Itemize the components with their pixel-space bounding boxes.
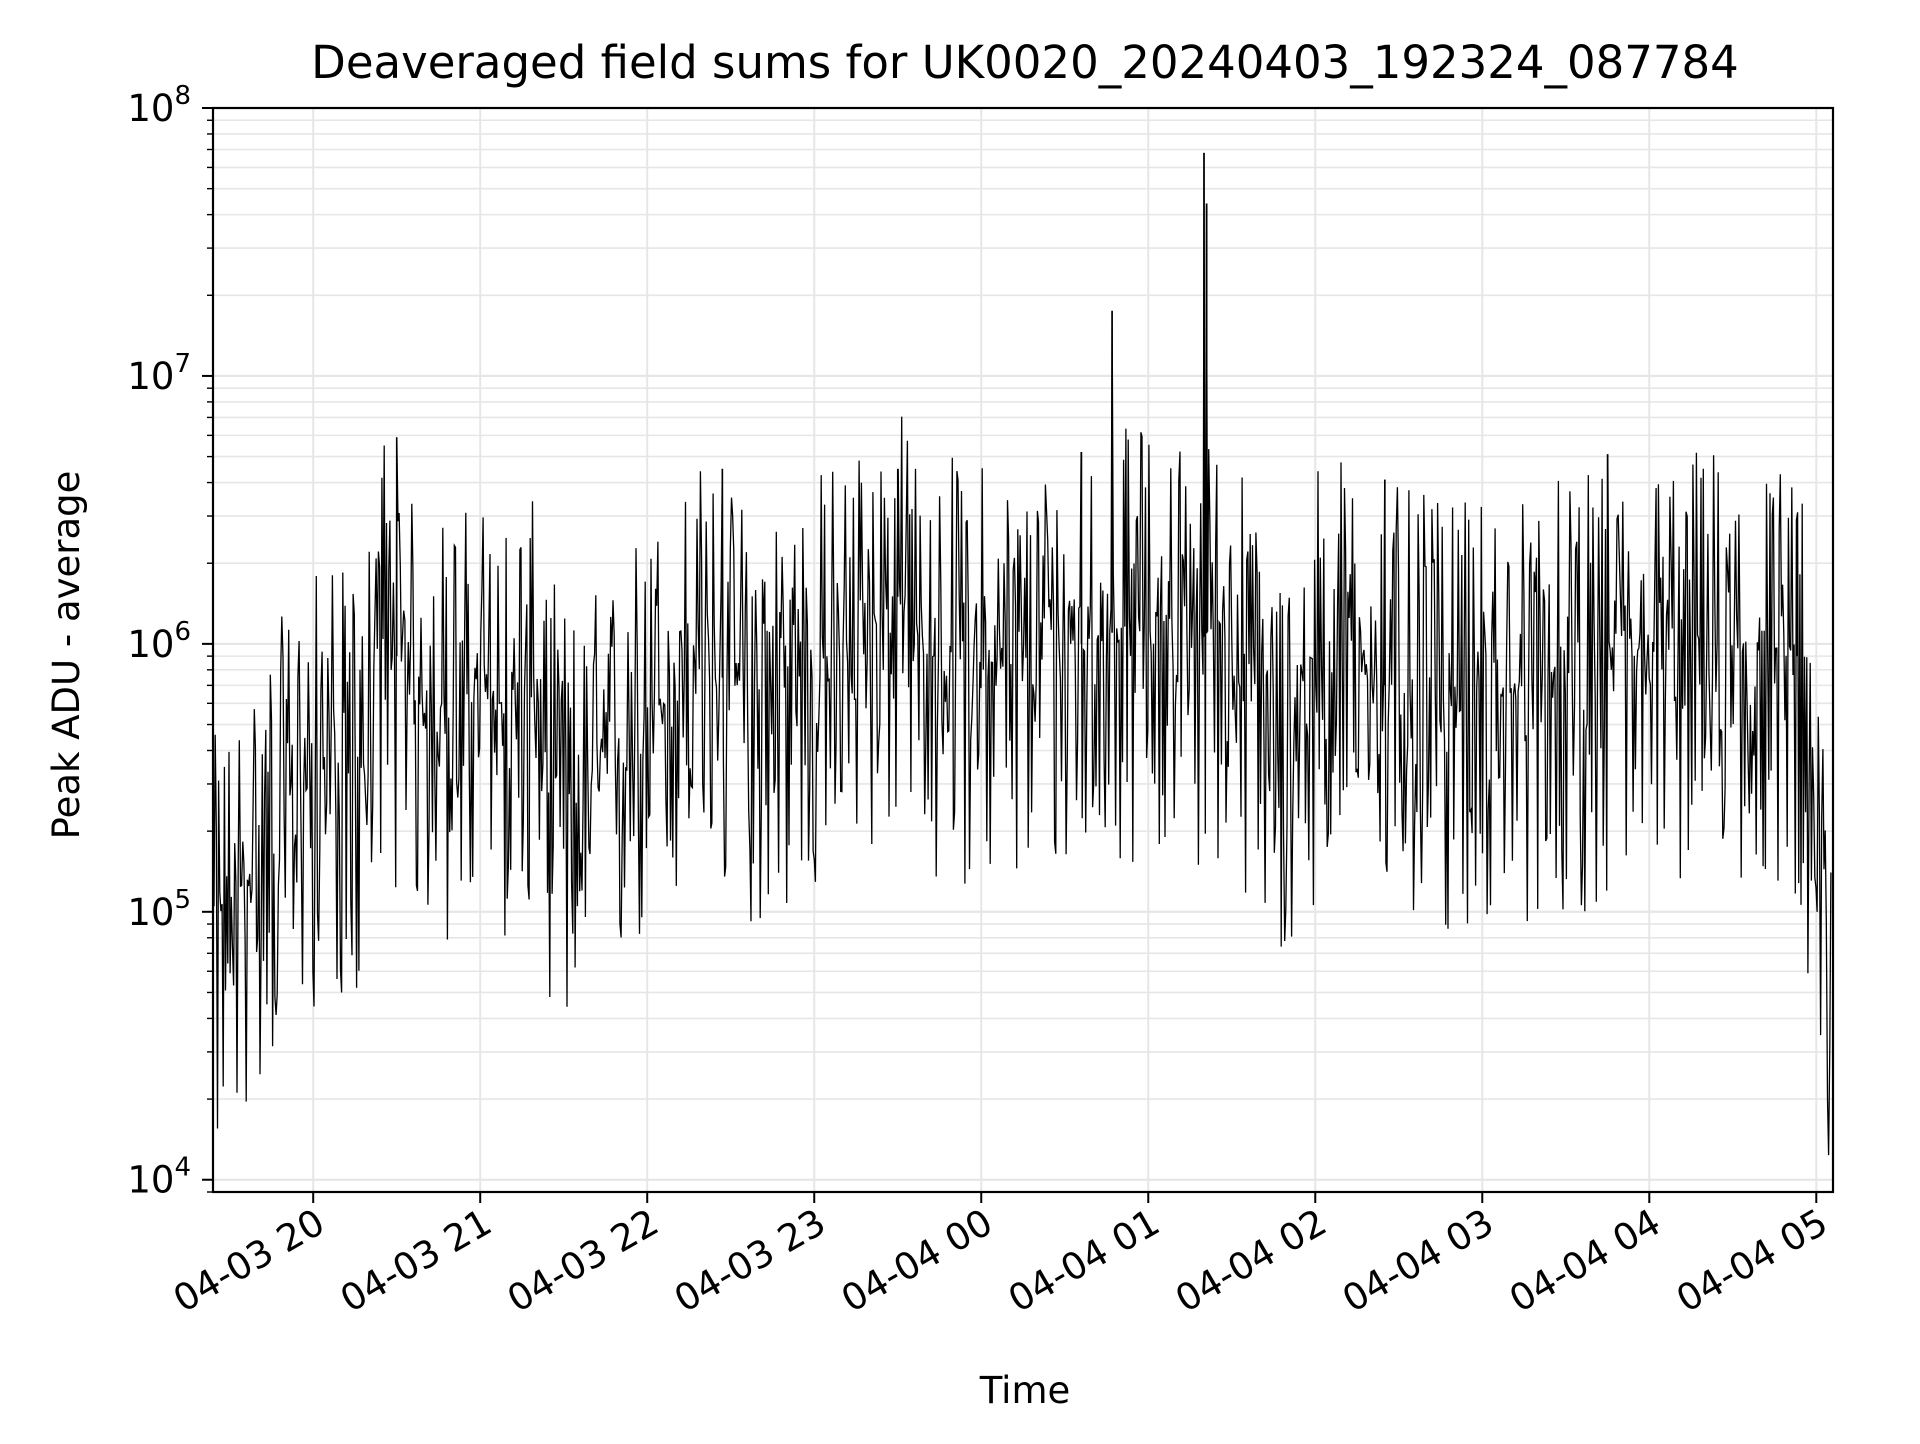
grid-layer [213,107,1833,1192]
x-tick-label: 04-03 20 [166,1201,332,1321]
x-axis-label: Time [979,1369,1071,1412]
y-tick-label: 105 [127,885,191,934]
y-tick-label: 108 [127,81,191,130]
x-tick-label: 04-04 04 [1502,1201,1668,1321]
y-tick-label: 106 [127,617,191,666]
plot-frame [211,106,1835,1194]
x-tick-label: 04-03 23 [667,1201,833,1321]
x-tick-label: 04-04 02 [1168,1201,1334,1321]
series-line [213,152,1832,1156]
x-tick-label: 04-03 22 [500,1201,666,1321]
y-tick-label: 107 [127,349,191,398]
x-tick-label: 04-04 01 [1001,1201,1167,1321]
x-tick-label: 04-04 00 [834,1201,1000,1321]
data-line-layer [213,152,1832,1156]
x-tick-label: 04-03 21 [333,1201,499,1321]
x-tick-label: 04-04 03 [1335,1201,1501,1321]
x-tick-label: 04-04 05 [1669,1201,1835,1321]
y-axis-label: Peak ADU - average [45,471,88,840]
y-tick-label: 104 [127,1153,191,1202]
chart-title: Deaveraged field sums for UK0020_2024040… [311,36,1739,89]
